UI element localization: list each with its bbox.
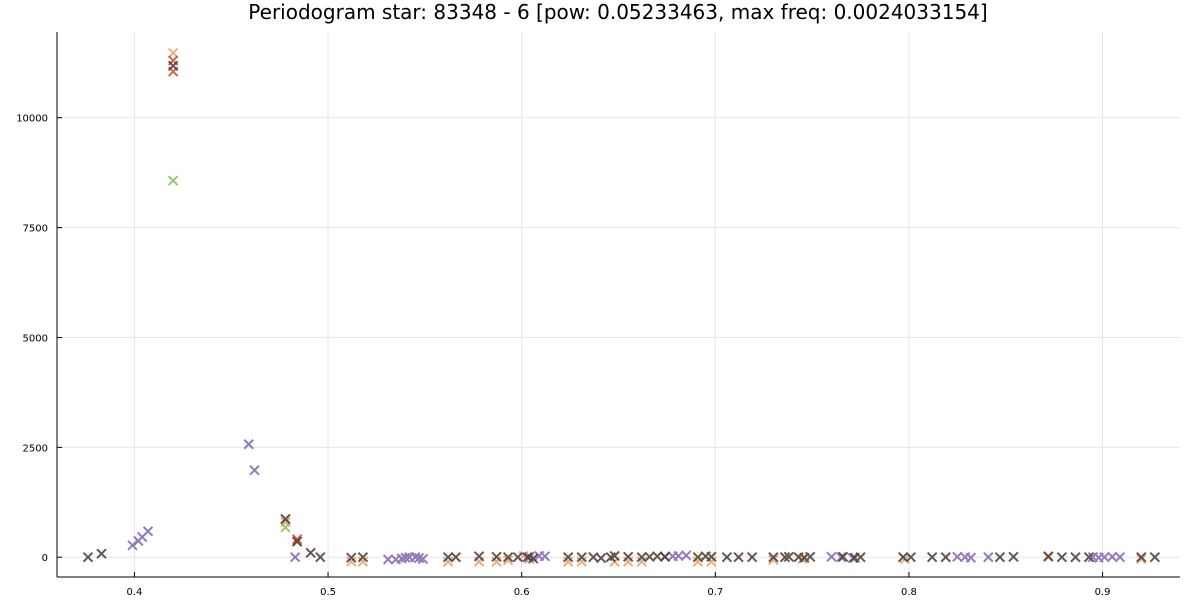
data-point	[576, 556, 587, 567]
data-point	[280, 513, 291, 525]
data-point	[636, 556, 647, 567]
data-point	[442, 556, 454, 567]
data-point	[442, 552, 454, 563]
data-point	[721, 552, 733, 563]
data-point	[291, 533, 303, 545]
data-point	[82, 552, 94, 563]
data-point	[243, 439, 254, 450]
data-point	[576, 552, 587, 563]
data-point	[502, 552, 514, 563]
data-point	[983, 552, 994, 563]
data-point	[528, 553, 539, 564]
data-point	[512, 552, 524, 563]
data-point	[783, 551, 795, 562]
data-point	[167, 47, 179, 59]
series-5	[82, 60, 1161, 564]
data-point	[96, 548, 107, 559]
series-2	[167, 55, 303, 545]
data-point	[1136, 553, 1147, 565]
data-point	[357, 552, 369, 563]
data-point	[167, 60, 179, 72]
data-point	[289, 552, 301, 563]
x-tick-label: 0.5	[320, 587, 336, 598]
data-point	[733, 552, 744, 563]
y-tick-label: 5000	[23, 333, 48, 344]
data-point	[1083, 552, 1095, 563]
data-point	[491, 551, 502, 562]
data-point	[280, 522, 291, 533]
data-point	[382, 554, 394, 565]
data-point	[940, 552, 951, 563]
data-point	[491, 556, 502, 567]
grid-lines	[57, 32, 1180, 577]
data-point	[417, 553, 429, 565]
data-point	[855, 552, 866, 563]
x-tick-label: 0.8	[901, 587, 917, 598]
y-tick-label: 2500	[23, 443, 48, 454]
data-point	[357, 556, 369, 567]
data-point	[346, 552, 357, 563]
data-point	[142, 526, 154, 537]
data-point	[473, 551, 485, 562]
series-3	[167, 175, 291, 533]
data-point	[562, 556, 574, 567]
data-point	[965, 552, 977, 563]
x-tick-label: 0.7	[707, 587, 723, 598]
data-point	[681, 550, 692, 561]
data-point	[167, 175, 179, 186]
data-point	[1008, 551, 1019, 562]
series-4	[127, 439, 1126, 565]
y-tick-label: 7500	[23, 224, 48, 235]
data-point	[994, 552, 1006, 563]
data-point	[905, 552, 917, 563]
data-point	[539, 551, 551, 562]
data-point	[450, 552, 462, 563]
data-point	[1149, 552, 1161, 563]
data-point	[1136, 552, 1147, 563]
data-point	[768, 552, 779, 563]
data-point	[622, 556, 634, 567]
tick-labels: 0.4 0.5 0.6 0.7 0.8 0.9 0 2500 5000 7500 10000	[16, 114, 1110, 598]
data-point	[315, 552, 326, 563]
data-point	[502, 555, 514, 566]
data-point	[926, 552, 938, 563]
data-point	[291, 536, 303, 547]
data-point	[1114, 552, 1126, 563]
data-point	[562, 552, 574, 563]
data-point	[804, 551, 816, 562]
data-point	[1056, 552, 1068, 563]
data-point	[692, 556, 704, 567]
data-point	[659, 551, 671, 562]
data-point	[1043, 551, 1054, 562]
data-point	[305, 547, 316, 559]
data-point	[826, 551, 837, 562]
data-point	[746, 552, 758, 563]
data-point	[595, 552, 607, 564]
data-point	[400, 552, 411, 563]
data-point	[622, 551, 634, 562]
x-tick-label: 0.9	[1095, 587, 1111, 598]
data-point	[346, 556, 357, 567]
data-point	[897, 552, 909, 563]
series-1	[167, 47, 1147, 567]
y-tick-label: 0	[42, 553, 48, 564]
y-tick-label: 10000	[16, 114, 48, 125]
x-tick-label: 0.6	[514, 587, 530, 598]
data-point	[609, 550, 620, 562]
data-point	[837, 551, 849, 562]
x-tick-label: 0.4	[126, 587, 142, 598]
data-point	[835, 552, 847, 563]
data-points	[82, 47, 1161, 567]
data-point	[1070, 552, 1081, 563]
data-point	[779, 552, 791, 563]
data-point	[768, 554, 779, 566]
data-point	[249, 464, 260, 476]
chart-title: Periodogram star: 83348 - 6 [pow: 0.0523…	[248, 0, 987, 24]
axes	[56, 32, 1180, 578]
data-point	[706, 551, 717, 562]
